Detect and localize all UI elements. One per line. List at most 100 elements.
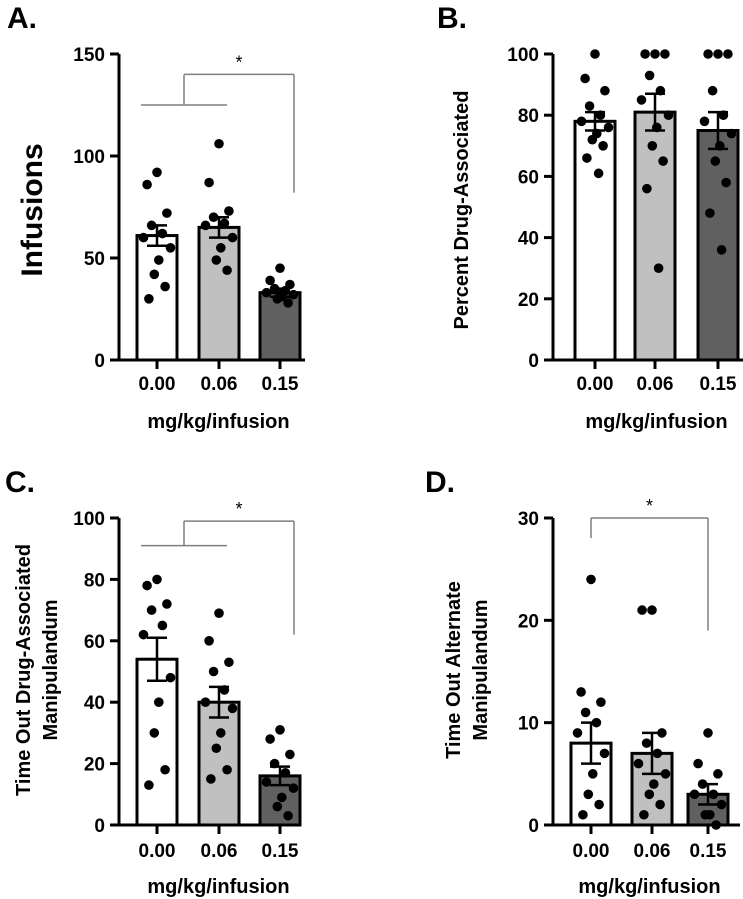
data-point (165, 243, 176, 253)
data-point (142, 179, 152, 190)
x-axis-label: mg/kg/infusion (578, 876, 720, 898)
data-point (713, 769, 723, 779)
data-point (637, 605, 647, 615)
x-tick-label: 0.15 (700, 374, 737, 395)
data-point (647, 605, 657, 615)
data-point (265, 275, 275, 286)
data-point (723, 49, 733, 59)
x-tick-label: 0.00 (577, 374, 614, 395)
bar-0.00 (573, 119, 617, 362)
y-tick-label: 40 (84, 693, 105, 714)
data-point (586, 574, 596, 585)
data-point (591, 717, 602, 728)
data-point (222, 764, 232, 775)
x-axis-label: mg/kg/infusion (585, 411, 727, 433)
y-tick-label: 20 (84, 755, 105, 776)
data-point (572, 728, 583, 738)
y-tick-label: 60 (518, 167, 539, 188)
data-point (641, 738, 652, 748)
x-tick-label: 0.06 (637, 374, 674, 395)
data-point (650, 49, 660, 59)
data-point (703, 728, 713, 738)
data-point (214, 608, 224, 618)
bar-0.06 (197, 700, 241, 827)
data-point (655, 85, 666, 96)
y-axis-label: Time Out Drug-Associated (13, 544, 35, 796)
y-tick-label: 40 (518, 229, 539, 250)
data-point (277, 792, 287, 803)
data-point (660, 49, 670, 59)
data-point (154, 697, 164, 707)
data-point (707, 85, 718, 96)
data-point (700, 809, 711, 820)
data-point (716, 799, 727, 810)
data-point (598, 141, 608, 151)
y-axis-label: Percent Drug-Associated (451, 91, 473, 330)
data-point (588, 769, 598, 779)
data-point (157, 620, 168, 631)
y-tick-label: 0 (94, 816, 105, 837)
data-point (227, 232, 238, 243)
data-point (200, 697, 211, 707)
x-tick-label: 0.06 (201, 374, 238, 395)
y-tick-label: 20 (518, 290, 539, 311)
data-point (721, 177, 731, 188)
data-point (640, 49, 650, 59)
data-point (204, 636, 214, 646)
data-point (655, 799, 665, 810)
data-point (636, 95, 647, 105)
data-point (275, 263, 285, 274)
x-tick-label: 0.00 (139, 374, 176, 395)
data-point (261, 777, 272, 787)
data-point (657, 728, 667, 738)
data-point (208, 666, 219, 677)
data-point (138, 629, 149, 640)
data-point (144, 294, 154, 304)
panel-d: D. 0 10 20 30 0.00 0.06 0.15 mg/kg/infusion Time … (425, 466, 740, 898)
data-point (578, 809, 588, 820)
data-point (649, 779, 659, 789)
y-tick-label: 60 (84, 632, 105, 653)
data-point (652, 748, 663, 759)
data-point (580, 73, 590, 84)
data-point (149, 269, 160, 280)
data-point (583, 789, 594, 800)
y-axis-label: Infusions (16, 143, 49, 276)
data-point (265, 734, 275, 744)
y-tick-label: 50 (84, 249, 105, 270)
data-point (269, 758, 280, 769)
data-point (660, 769, 671, 779)
y-tick-label: 80 (518, 106, 539, 127)
y-tick-label: 100 (73, 509, 105, 530)
y-tick-label: 10 (518, 714, 539, 735)
data-point (152, 167, 162, 178)
y-tick-label: 0 (528, 816, 539, 837)
data-point (222, 265, 232, 276)
x-tick-label: 0.06 (201, 841, 238, 862)
data-point (593, 168, 604, 179)
data-point (708, 789, 719, 800)
x-tick-label: 0.00 (139, 841, 176, 862)
y-tick-label: 100 (73, 147, 105, 168)
data-point (152, 574, 162, 585)
data-point (594, 799, 604, 810)
data-point (599, 748, 610, 759)
data-point (283, 298, 293, 308)
data-point (705, 208, 715, 218)
data-point (595, 110, 606, 120)
data-point (211, 255, 222, 265)
data-point (600, 85, 610, 96)
data-point (699, 116, 710, 127)
data-point (576, 116, 587, 127)
y-axis-label: Time Out Alternate (443, 581, 465, 759)
data-point (697, 779, 708, 789)
data-point (142, 580, 152, 591)
panel-c: C. 0 20 40 60 80 100 0.00 0.06 0.15 mg/kg/infusion… (5, 466, 302, 898)
x-tick-label: 0.15 (262, 841, 299, 862)
data-point (224, 657, 234, 668)
data-point (224, 206, 234, 216)
data-point (275, 725, 285, 735)
x-tick-label: 0.00 (573, 841, 610, 862)
data-point (710, 156, 721, 166)
data-point (160, 281, 170, 292)
